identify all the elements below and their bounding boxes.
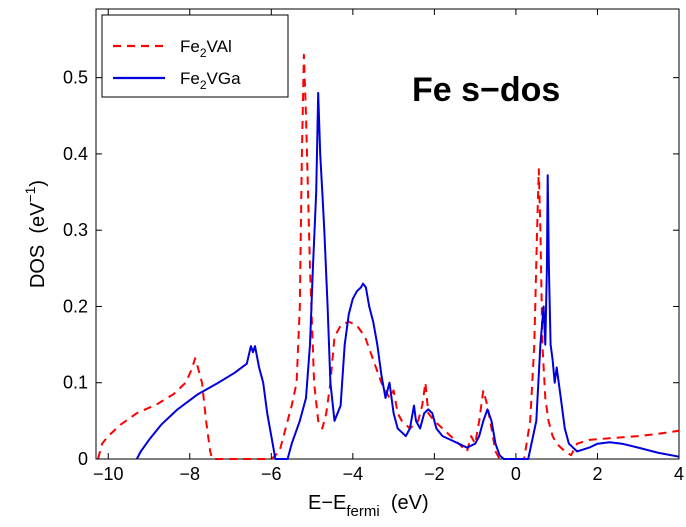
series-layer xyxy=(97,53,680,460)
legend-label-fe2vga-base: Fe xyxy=(180,69,200,88)
x-tick-label: 4 xyxy=(674,464,684,484)
x-tick-label: −2 xyxy=(424,464,445,484)
legend-label-fe2vga: Fe2VGa xyxy=(180,69,241,92)
legend-label-fe2val-base: Fe xyxy=(180,37,200,56)
legend-label-fe2val-sub: 2 xyxy=(200,46,207,60)
chart-annotation: Fe s−dos xyxy=(412,71,560,109)
x-tick-label: −6 xyxy=(261,464,282,484)
y-axis-label: DOS (eV−1) xyxy=(22,180,49,288)
y-tick-label: 0.5 xyxy=(63,68,88,88)
y-axis-label-tail: ) xyxy=(27,180,49,187)
y-tick-label: 0.2 xyxy=(63,296,88,316)
y-axis-label-sup: −1 xyxy=(22,186,38,202)
series-line-fe2val xyxy=(97,53,680,460)
x-tick-label: −4 xyxy=(343,464,364,484)
x-axis-label-tail: (eV) xyxy=(380,492,429,514)
y-axis-label-base: DOS (eV xyxy=(27,202,49,288)
x-tick-label: 2 xyxy=(592,464,602,484)
legend: Fe2VAl Fe2VGa xyxy=(101,14,289,98)
legend-label-fe2vga-sub: 2 xyxy=(200,78,207,92)
y-tick-label: 0.3 xyxy=(63,220,88,240)
y-axis-ticks: 0 0.1 0.2 0.3 0.4 0.5 xyxy=(63,68,679,469)
legend-box xyxy=(101,14,289,98)
y-tick-label: 0.1 xyxy=(63,373,88,393)
legend-label-fe2vga-tail: VGa xyxy=(207,69,242,88)
x-axis-label: E−Efermi (eV) xyxy=(308,492,429,520)
y-tick-label: 0.4 xyxy=(63,144,88,164)
legend-label-fe2val-tail: VAl xyxy=(207,37,232,56)
x-tick-label: −8 xyxy=(180,464,201,484)
x-axis-label-sub: fermi xyxy=(346,503,379,520)
x-tick-label: −10 xyxy=(93,464,124,484)
series-line-fe2vga xyxy=(135,91,680,460)
x-tick-label: 0 xyxy=(511,464,521,484)
x-axis-ticks: −10 −8 −6 −4 −2 0 2 4 xyxy=(93,9,684,484)
x-axis-label-base: E−E xyxy=(308,492,346,514)
y-tick-label: 0 xyxy=(78,449,88,469)
legend-label-fe2val: Fe2VAl xyxy=(180,37,232,60)
